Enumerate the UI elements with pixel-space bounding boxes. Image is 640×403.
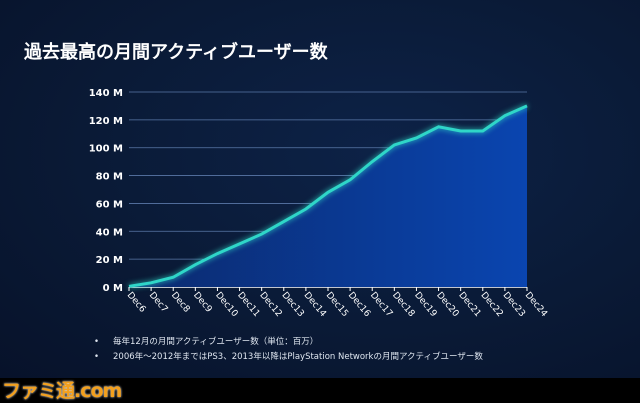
- x-tick-label: Dec19: [412, 291, 438, 320]
- x-tick-label: Dec12: [257, 291, 283, 320]
- x-tick-label: Dec23: [501, 291, 527, 320]
- x-tick-label: Dec10: [213, 291, 239, 320]
- y-tick-label: 80 M: [96, 172, 123, 183]
- x-tick-label: Dec21: [456, 291, 482, 320]
- x-tick-label: Dec22: [478, 291, 504, 320]
- footnote: 2006年～2012年まではPS3、2013年以降はPlayStation Ne…: [94, 350, 483, 365]
- y-tick-label: 60 M: [96, 199, 123, 210]
- famitsu-logo: ファミ通.com: [2, 376, 121, 403]
- y-tick-label: 40 M: [96, 227, 123, 238]
- y-tick-label: 120 M: [89, 116, 123, 127]
- x-tick-label: Dec20: [434, 291, 460, 320]
- area-fill: [129, 106, 527, 287]
- x-tick-label: Dec13: [279, 291, 305, 320]
- x-tick-label: Dec6: [125, 291, 148, 315]
- y-tick-label: 140 M: [89, 88, 123, 99]
- y-tick-label: 100 M: [89, 144, 123, 155]
- x-tick-label: Dec24: [523, 291, 549, 320]
- x-tick-label: Dec17: [368, 291, 394, 320]
- x-tick-label: Dec14: [302, 291, 328, 320]
- x-tick-label: Dec9: [191, 291, 214, 315]
- y-tick-label: 20 M: [96, 255, 123, 266]
- x-tick-label: Dec15: [324, 291, 350, 320]
- x-tick-label: Dec8: [169, 291, 192, 315]
- y-tick-label: 0 M: [103, 283, 123, 294]
- x-tick-label: Dec11: [235, 291, 261, 320]
- footnotes: 毎年12月の月間アクティブユーザー数（単位：百万） 2006年～2012年までは…: [94, 335, 483, 365]
- x-tick-label: Dec18: [390, 291, 416, 320]
- x-tick-label: Dec7: [147, 291, 170, 315]
- x-tick-label: Dec16: [346, 291, 372, 320]
- footnote: 毎年12月の月間アクティブユーザー数（単位：百万）: [94, 335, 483, 350]
